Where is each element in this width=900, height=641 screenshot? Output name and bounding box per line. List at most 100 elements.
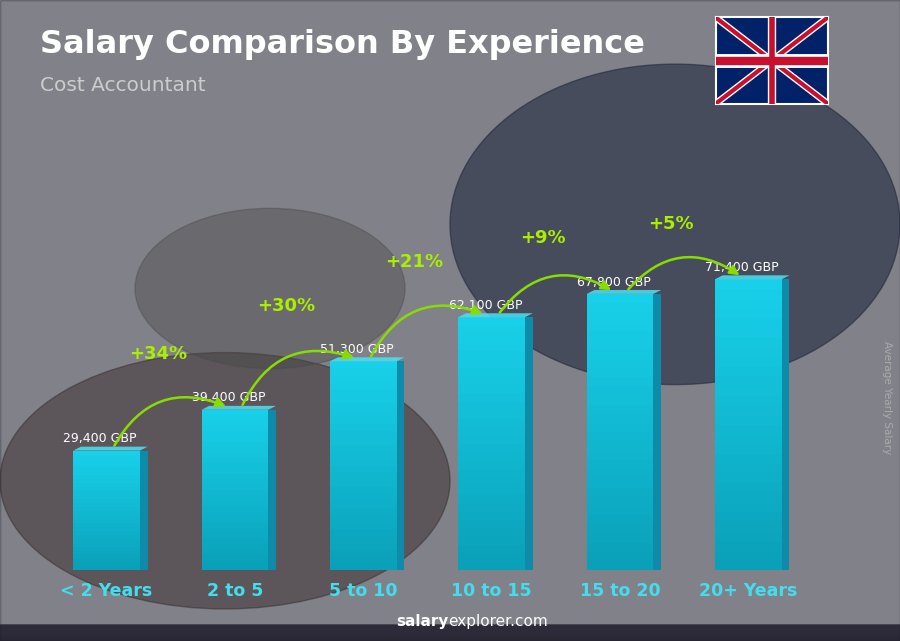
Bar: [0, 632, 900, 640]
Bar: [0, 626, 900, 634]
Bar: [0, 627, 900, 635]
Bar: [73, 479, 140, 483]
Bar: [0, 628, 900, 636]
Bar: [0, 628, 900, 636]
Bar: [0, 629, 900, 637]
Bar: [715, 444, 782, 454]
Bar: [0, 625, 900, 633]
Bar: [73, 526, 140, 531]
Bar: [458, 326, 525, 334]
Bar: [0, 626, 900, 635]
Bar: [73, 551, 140, 554]
Bar: [330, 487, 397, 494]
Bar: [587, 414, 653, 423]
Bar: [0, 626, 900, 634]
Bar: [0, 629, 900, 637]
Bar: [0, 628, 900, 637]
Text: +34%: +34%: [129, 345, 187, 363]
Bar: [202, 495, 268, 501]
Bar: [458, 554, 525, 562]
Bar: [73, 547, 140, 551]
Bar: [73, 522, 140, 526]
Bar: [73, 474, 140, 479]
Bar: [73, 510, 140, 515]
Polygon shape: [525, 317, 533, 570]
Bar: [715, 347, 782, 357]
Bar: [330, 501, 397, 508]
Bar: [330, 549, 397, 556]
Bar: [330, 382, 397, 389]
Bar: [0, 627, 900, 635]
Bar: [587, 386, 653, 395]
Bar: [458, 545, 525, 554]
Bar: [73, 515, 140, 519]
Bar: [73, 503, 140, 506]
Bar: [0, 630, 900, 638]
Bar: [330, 508, 397, 515]
Bar: [202, 560, 268, 565]
Bar: [202, 458, 268, 463]
Bar: [715, 493, 782, 503]
Bar: [0, 631, 900, 639]
Bar: [202, 533, 268, 538]
Text: 39,400 GBP: 39,400 GBP: [192, 392, 266, 404]
Bar: [458, 402, 525, 410]
Bar: [458, 385, 525, 393]
Bar: [202, 501, 268, 506]
Bar: [0, 633, 900, 640]
Bar: [202, 447, 268, 453]
Text: explorer.com: explorer.com: [448, 615, 548, 629]
Bar: [73, 483, 140, 487]
Bar: [587, 303, 653, 312]
Bar: [330, 536, 397, 542]
Bar: [0, 626, 900, 635]
Bar: [202, 442, 268, 447]
Bar: [458, 528, 525, 537]
Bar: [0, 631, 900, 639]
Bar: [0, 628, 900, 636]
Bar: [0, 630, 900, 638]
Bar: [73, 495, 140, 499]
Bar: [73, 467, 140, 470]
Polygon shape: [330, 357, 404, 362]
Bar: [330, 403, 397, 410]
Bar: [0, 626, 900, 634]
Bar: [0, 626, 900, 635]
Bar: [202, 479, 268, 485]
Bar: [202, 549, 268, 554]
Bar: [0, 632, 900, 640]
Bar: [715, 561, 782, 570]
Polygon shape: [782, 279, 789, 570]
Bar: [0, 632, 900, 640]
Bar: [73, 490, 140, 495]
Bar: [202, 522, 268, 528]
Bar: [715, 338, 782, 347]
Bar: [587, 552, 653, 562]
Bar: [73, 554, 140, 558]
Bar: [458, 478, 525, 486]
Bar: [587, 294, 653, 303]
Bar: [202, 544, 268, 549]
Bar: [202, 420, 268, 426]
Bar: [0, 633, 900, 641]
Bar: [0, 629, 900, 637]
Bar: [715, 299, 782, 308]
Bar: [0, 628, 900, 635]
Bar: [73, 538, 140, 542]
Ellipse shape: [450, 64, 900, 385]
Bar: [458, 376, 525, 385]
Bar: [458, 368, 525, 376]
Bar: [202, 437, 268, 442]
Bar: [715, 483, 782, 493]
Bar: [0, 627, 900, 635]
Bar: [202, 410, 268, 415]
Bar: [73, 506, 140, 510]
Bar: [715, 425, 782, 435]
Bar: [458, 393, 525, 402]
Bar: [202, 474, 268, 479]
Polygon shape: [653, 294, 662, 570]
Text: 71,400 GBP: 71,400 GBP: [706, 261, 778, 274]
Bar: [458, 360, 525, 368]
Bar: [0, 629, 900, 637]
Bar: [458, 562, 525, 570]
